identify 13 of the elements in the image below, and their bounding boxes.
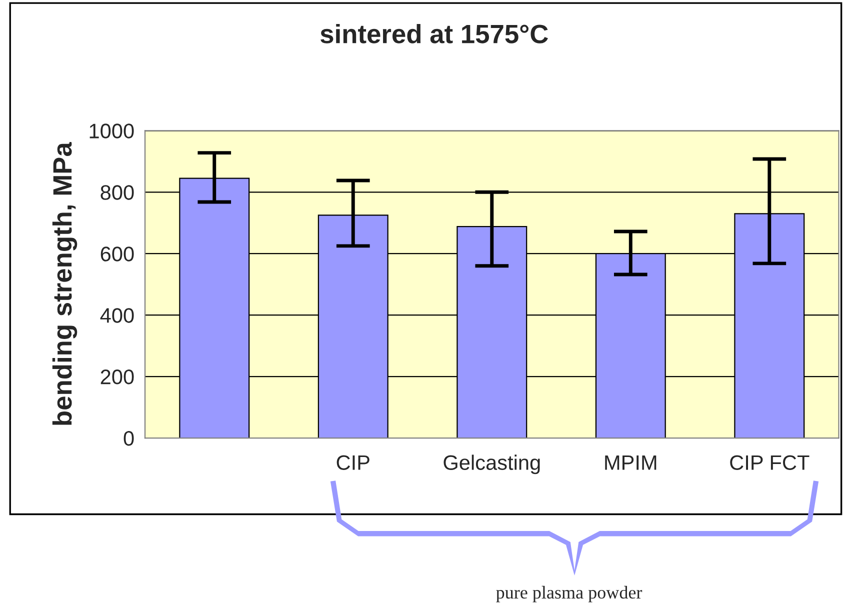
text: pure plasma powder bbox=[496, 586, 642, 602]
y-tick-label: 600 bbox=[100, 246, 134, 262]
chart-title: sintered at 1575°C bbox=[320, 24, 548, 44]
y-tick-label: 200 bbox=[100, 370, 134, 384]
x-tick-label: Gelcasting bbox=[444, 454, 540, 474]
x-tick-label: CIP FCT bbox=[730, 455, 810, 470]
y-tick-label: 800 bbox=[100, 185, 134, 200]
x-tick-label: CIP bbox=[336, 455, 370, 470]
y-axis-title: bending strength, MPa bbox=[52, 142, 78, 425]
y-tick-label: 1000 bbox=[90, 124, 134, 138]
y-tick-label: 400 bbox=[100, 308, 134, 323]
x-tick-label: MPIM bbox=[605, 455, 656, 470]
y-tick-label: 0 bbox=[124, 431, 134, 446]
